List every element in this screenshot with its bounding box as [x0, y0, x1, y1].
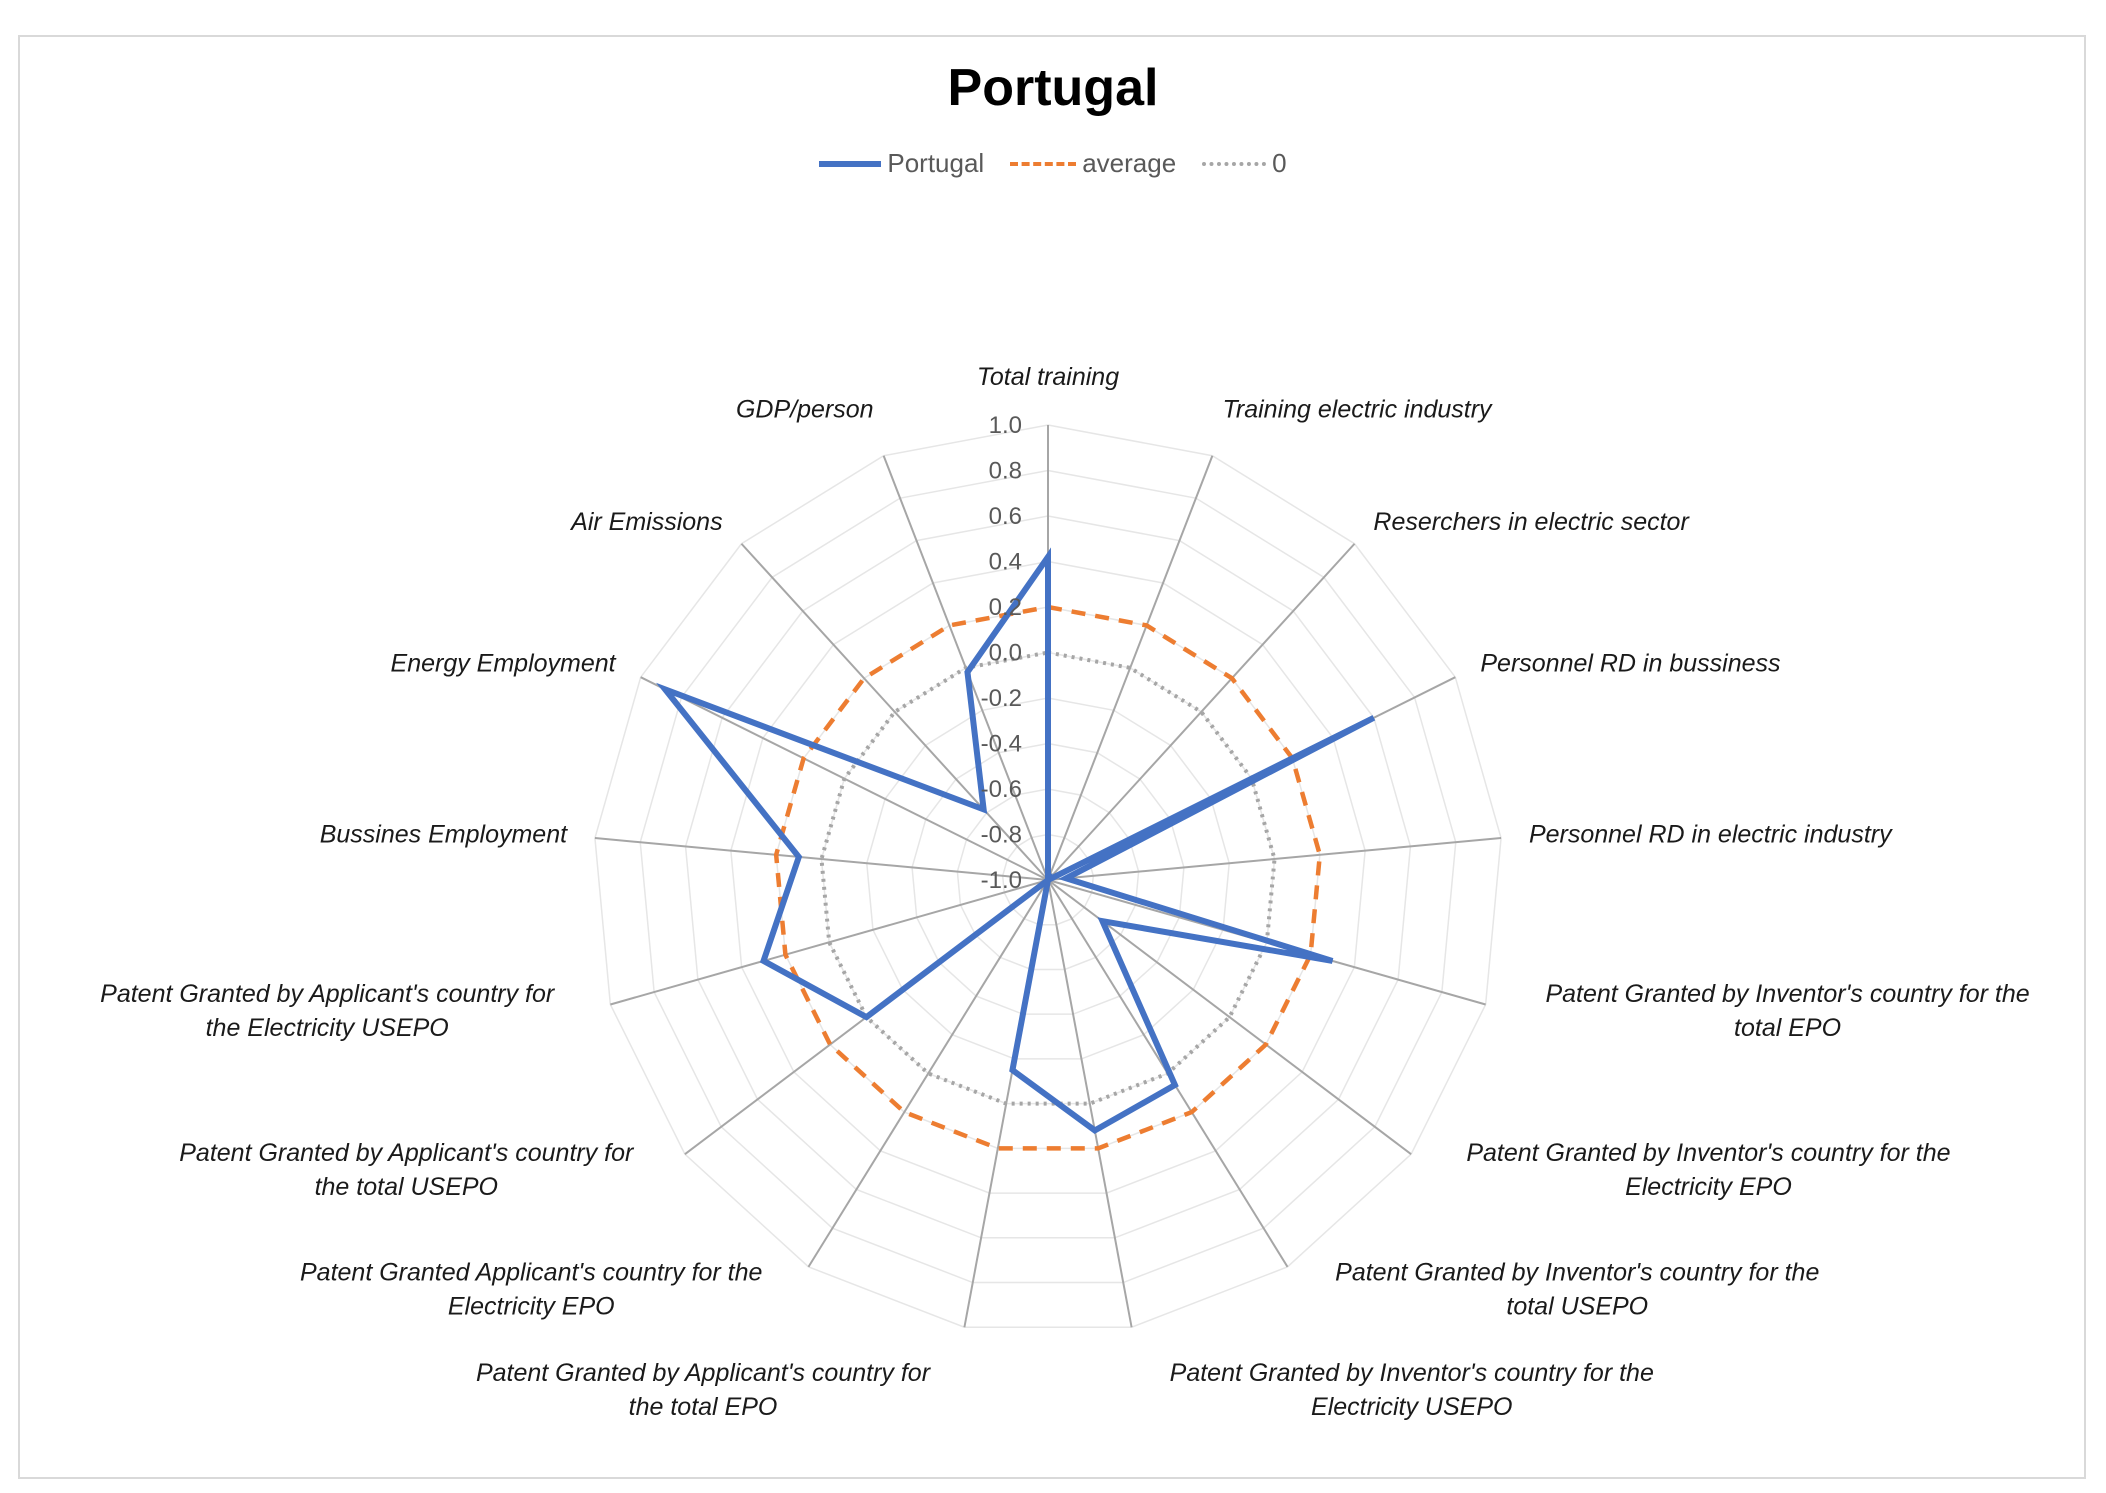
legend-swatch-zero [1202, 161, 1267, 166]
tick-label: 0.4 [989, 549, 1022, 576]
radial-axis-ticks: 1.0 0.8 0.6 0.4 0.2 0.0 -0.2 -0.4 -0.6 -0.8 -1.0 [981, 412, 1022, 894]
radar-series [655, 547, 1376, 1151]
category-label-line: total EPO [1734, 1014, 1841, 1042]
category-label-line: Patent Granted by Applicant's country fo… [179, 1139, 635, 1167]
axis-spoke [610, 879, 1049, 1006]
category-label-line: Patent Granted Applicant's country for t… [300, 1259, 762, 1287]
category-label-line: Patent Granted by Applicant's country fo… [100, 980, 556, 1008]
category-label: Patent Granted by Inventor's country for… [1170, 1359, 1654, 1421]
axis-spoke [740, 543, 1049, 881]
category-labels: Total training Training electric industry… [100, 363, 2030, 1421]
legend-swatch-portugal [819, 160, 882, 167]
tick-label: 0.8 [989, 458, 1022, 485]
tick-label: -0.6 [981, 776, 1022, 803]
legend-entry-average: average [1010, 148, 1176, 179]
gridline-ring [866, 697, 1230, 1060]
tick-label: 0.6 [989, 503, 1022, 530]
gridline-ring [639, 469, 1457, 1284]
gridline-ring [730, 560, 1366, 1194]
category-label: Patent Granted Applicant's country for t… [300, 1259, 762, 1321]
category-label: Patent Granted by Inventor's country for… [1335, 1259, 1819, 1321]
tick-label: 0.2 [989, 594, 1022, 621]
category-label: Reserchers in electric sector [1373, 508, 1690, 536]
category-label-line: Personnel RD in bussiness [1480, 650, 1780, 678]
category-label-line: GDP/person [736, 396, 874, 424]
category-label-line: Patent Granted by Inventor's country for… [1545, 980, 2029, 1008]
category-label-line: Patent Granted by Inventor's country for… [1466, 1139, 1950, 1167]
category-label: Bussines Employment [320, 820, 568, 848]
tick-label: -0.2 [981, 685, 1022, 712]
category-label-line: Bussines Employment [320, 820, 568, 848]
category-label-line: total USEPO [1506, 1293, 1648, 1321]
category-label: Total training [977, 363, 1119, 391]
axis-spoke [1047, 455, 1214, 881]
category-label-line: Patent Granted by Applicant's country fo… [476, 1359, 932, 1387]
axis-spoke [1047, 543, 1356, 881]
category-label-line: Training electric industry [1222, 396, 1493, 424]
chart-title: Portugal [947, 59, 1159, 117]
tick-label: -0.4 [981, 731, 1022, 758]
category-label: Patent Granted by Inventor's country for… [1545, 980, 2029, 1042]
tick-label: 1.0 [989, 412, 1022, 439]
legend-label-average: average [1082, 148, 1177, 178]
category-label: Patent Granted by Applicant's country fo… [179, 1139, 635, 1201]
axis-spoke [1047, 879, 1133, 1328]
category-label: Personnel RD in bussiness [1480, 650, 1780, 678]
axis-spoke [807, 879, 1049, 1268]
category-label: Air Emissions [569, 508, 722, 536]
axis-spoke [1047, 879, 1412, 1155]
tick-label: -1.0 [981, 867, 1022, 894]
tick-label: 0.0 [989, 640, 1022, 667]
legend-entry-portugal: Portugal [819, 148, 984, 179]
gridline-ring [684, 515, 1412, 1239]
category-label: Energy Employment [391, 650, 617, 678]
axis-spoke [1047, 837, 1502, 881]
legend: Portugal average 0 [0, 148, 2106, 179]
category-label: GDP/person [736, 396, 874, 424]
tick-label: -0.8 [981, 822, 1022, 849]
legend-label-portugal: Portugal [887, 148, 985, 178]
category-label-line: Electricity EPO [448, 1293, 615, 1321]
series-line-zero [819, 650, 1277, 1106]
category-label-line: Total training [977, 363, 1119, 391]
category-label-line: Reserchers in electric sector [1373, 508, 1690, 536]
category-label-line: the total EPO [629, 1393, 778, 1421]
category-label: Patent Granted by Applicant's country fo… [100, 980, 556, 1042]
category-label-line: the total USEPO [315, 1173, 498, 1201]
gridline-ring [911, 742, 1185, 1015]
legend-label-zero: 0 [1272, 148, 1287, 178]
category-label-line: Electricity USEPO [1311, 1393, 1512, 1421]
gridline-ring [594, 424, 1502, 1329]
series-line-portugal [655, 547, 1376, 1135]
category-label-line: the Electricity USEPO [206, 1014, 449, 1042]
category-label-line: Personnel RD in electric industry [1529, 820, 1893, 848]
category-label: Training electric industry [1222, 396, 1493, 424]
category-label-line: Air Emissions [569, 508, 722, 536]
category-label-line: Electricity EPO [1625, 1173, 1792, 1201]
legend-entry-zero: 0 [1202, 148, 1287, 179]
category-label: Patent Granted by Inventor's country for… [1466, 1139, 1950, 1201]
axis-spoke [594, 837, 1049, 881]
gridline-ring [956, 788, 1140, 971]
category-label: Patent Granted by Applicant's country fo… [476, 1359, 932, 1421]
category-label-line: Energy Employment [391, 650, 617, 678]
legend-swatch-average [1010, 161, 1077, 166]
category-label-line: Patent Granted by Inventor's country for… [1170, 1359, 1654, 1387]
category-label: Personnel RD in electric industry [1529, 820, 1893, 848]
category-label-line: Patent Granted by Inventor's country for… [1335, 1259, 1819, 1287]
